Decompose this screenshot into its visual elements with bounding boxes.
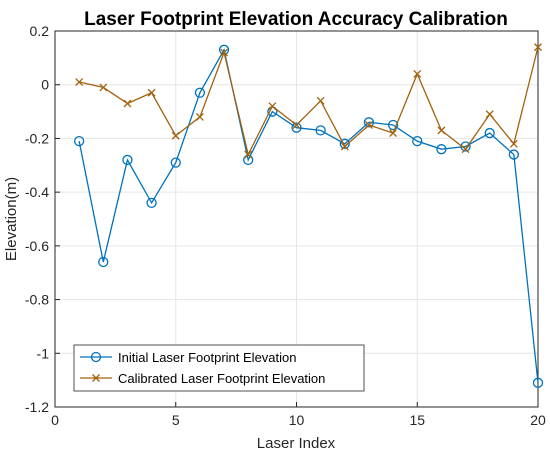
y-tick-label: -1 <box>37 345 50 361</box>
data-point-initial <box>484 127 495 139</box>
y-tick-label: 0.2 <box>30 23 50 39</box>
series-initial <box>74 44 544 388</box>
series-calibrated <box>75 43 542 159</box>
data-point-calibrated <box>340 142 349 151</box>
data-point-calibrated <box>220 48 229 57</box>
data-point-calibrated <box>485 110 494 119</box>
legend-label-initial: Initial Laser Footprint Elevation <box>118 350 296 365</box>
x-tick-label: 20 <box>530 412 546 428</box>
data-point-calibrated <box>292 121 301 129</box>
data-point-calibrated <box>509 139 518 148</box>
x-tick-label: 10 <box>289 412 305 428</box>
data-point-initial <box>387 119 399 131</box>
data-point-initial <box>170 157 181 168</box>
data-point-initial <box>98 256 109 268</box>
legend-marker-initial <box>90 351 102 363</box>
data-point-initial <box>146 197 157 209</box>
data-point-calibrated <box>534 43 542 52</box>
y-tick-label: -0.8 <box>25 292 49 308</box>
y-axis-label: Elevation(m) <box>3 177 20 261</box>
data-point-initial <box>122 154 133 166</box>
x-axis-label: Laser Index <box>257 435 336 452</box>
data-point-initial <box>532 377 544 388</box>
x-tick-label: 0 <box>51 412 59 428</box>
data-point-calibrated <box>437 126 446 135</box>
y-tick-label: -0.6 <box>25 238 49 254</box>
data-point-initial <box>363 117 375 128</box>
data-point-calibrated <box>99 83 108 92</box>
legend-label-calibrated: Calibrated Laser Footprint Elevation <box>118 371 325 386</box>
chart-title: Laser Footprint Elevation Accuracy Calib… <box>84 9 508 30</box>
legend-box <box>73 344 365 392</box>
data-point-calibrated <box>316 96 325 105</box>
x-tick-label: 15 <box>409 412 425 428</box>
legend-marker-calibrated <box>92 374 100 382</box>
y-tick-label: -1.2 <box>25 399 49 415</box>
data-point-initial <box>508 149 519 160</box>
data-point-initial <box>194 87 206 98</box>
data-point-calibrated <box>75 78 84 86</box>
data-point-initial <box>412 135 423 147</box>
y-tick-label: -0.2 <box>25 130 49 146</box>
legend: Initial Laser Footprint Elevation Calibra… <box>73 344 365 392</box>
data-point-calibrated <box>244 150 253 159</box>
data-point-calibrated <box>389 129 398 138</box>
y-tick-label: -0.4 <box>25 184 49 200</box>
y-tick-label: 0 <box>41 77 49 93</box>
data-point-initial <box>74 135 85 147</box>
data-point-calibrated <box>268 102 277 111</box>
data-point-initial <box>315 125 326 136</box>
data-point-calibrated <box>171 131 180 140</box>
data-point-calibrated <box>364 121 373 129</box>
x-tick-label: 5 <box>172 412 180 428</box>
data-point-calibrated <box>461 145 470 154</box>
data-point-initial <box>339 138 350 149</box>
series-line-calibrated <box>79 46 539 157</box>
data-point-initial <box>436 144 447 155</box>
data-point-calibrated <box>123 99 132 108</box>
data-point-calibrated <box>147 88 156 97</box>
data-point-calibrated <box>195 112 204 121</box>
data-point-initial <box>291 122 302 133</box>
data-point-calibrated <box>413 70 422 78</box>
